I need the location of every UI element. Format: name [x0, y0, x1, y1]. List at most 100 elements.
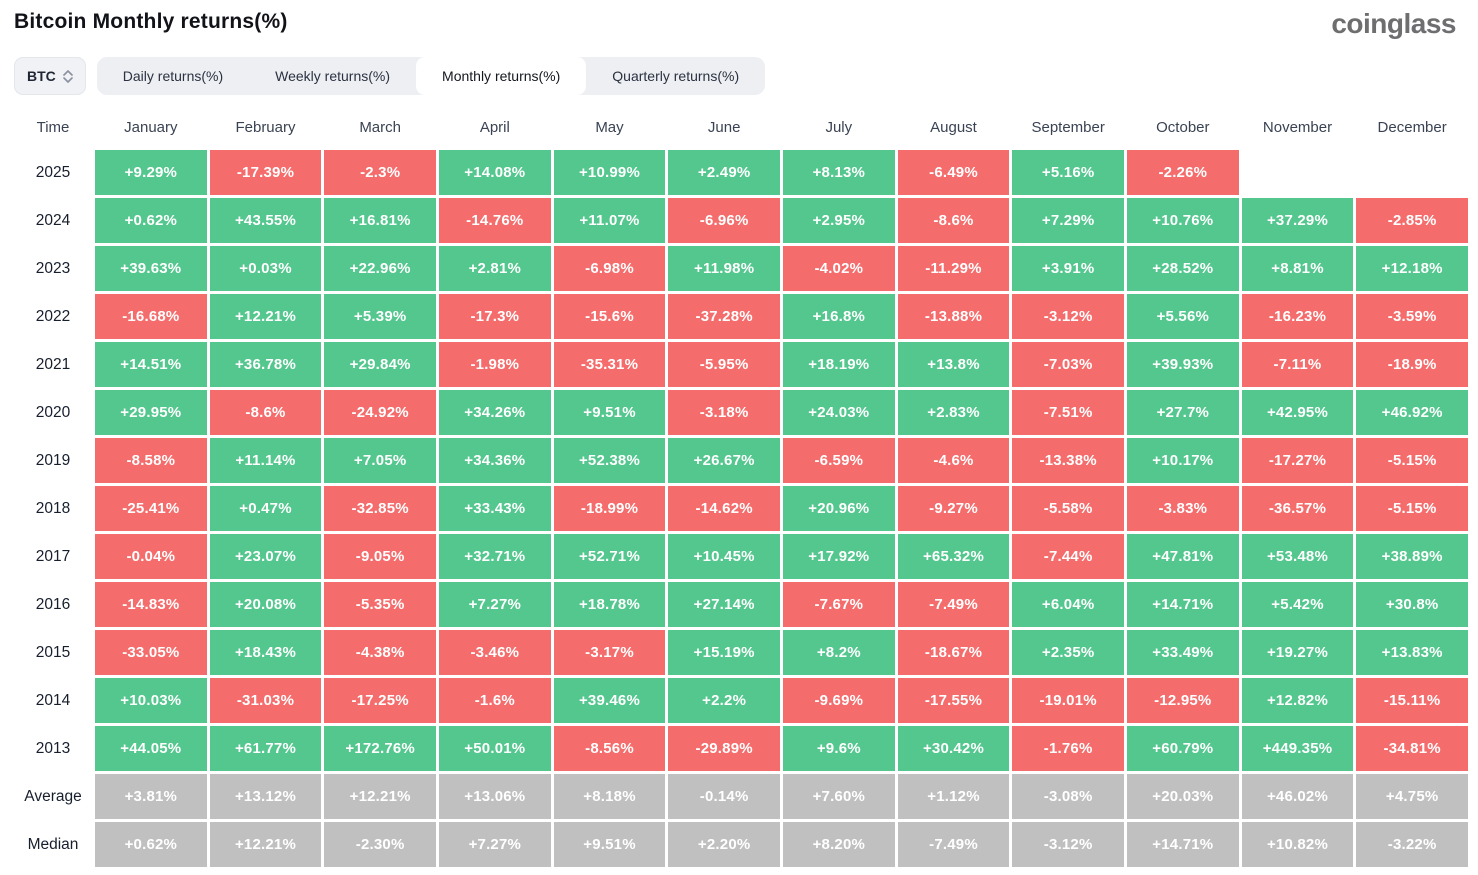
page-title: Bitcoin Monthly returns(%)	[14, 10, 288, 33]
return-cell: +20.03%	[1126, 774, 1239, 819]
row-label: 2025	[35, 163, 71, 181]
return-cell: -32.85%	[324, 486, 436, 531]
return-cell: +2.35%	[1012, 630, 1124, 675]
return-cell: +10.03%	[95, 678, 207, 723]
return-cell: +10.76%	[1126, 198, 1239, 243]
tab-daily-returns[interactable]: Daily returns(%)	[97, 57, 249, 95]
return-cell: -7.67%	[782, 582, 895, 627]
return-cell: -0.04%	[95, 534, 207, 579]
top-bar: Bitcoin Monthly returns(%) coinglass	[14, 8, 1468, 40]
return-cell: -2.85%	[1356, 198, 1468, 243]
row-label: 2021	[35, 355, 71, 373]
return-cell: -5.58%	[1012, 486, 1124, 531]
return-cell: +33.43%	[438, 486, 551, 531]
return-cell: +11.98%	[668, 246, 780, 291]
return-cell: +39.93%	[1126, 342, 1239, 387]
return-cell: +39.46%	[553, 678, 666, 723]
return-cell: -6.49%	[897, 150, 1010, 195]
return-cell: +10.99%	[553, 150, 666, 195]
return-cell: +42.95%	[1241, 390, 1354, 435]
return-cell: -4.6%	[897, 438, 1010, 483]
return-cell: +8.81%	[1241, 246, 1354, 291]
return-cell: -8.58%	[95, 438, 207, 483]
return-cell: +46.02%	[1241, 774, 1354, 819]
month-header: December	[1377, 118, 1447, 136]
return-cell: +10.82%	[1241, 822, 1354, 867]
return-cell: -5.35%	[324, 582, 436, 627]
return-cell: +3.81%	[95, 774, 207, 819]
return-cell: +12.21%	[209, 294, 322, 339]
tab-weekly-returns[interactable]: Weekly returns(%)	[249, 57, 416, 95]
return-cell: -3.12%	[1012, 294, 1124, 339]
return-cell: +7.60%	[782, 774, 895, 819]
return-cell: +8.18%	[553, 774, 666, 819]
return-cell: +34.26%	[438, 390, 551, 435]
return-cell: +15.19%	[668, 630, 780, 675]
return-cell: -4.02%	[782, 246, 895, 291]
return-cell: +14.71%	[1126, 822, 1239, 867]
return-cell: +13.8%	[897, 342, 1010, 387]
return-cell: +10.17%	[1126, 438, 1239, 483]
return-cell: +29.84%	[324, 342, 436, 387]
return-cell: +18.78%	[553, 582, 666, 627]
return-cell: -5.15%	[1356, 438, 1468, 483]
symbol-selector[interactable]: BTC	[14, 57, 86, 95]
return-cell: -35.31%	[553, 342, 666, 387]
return-cell: +12.21%	[209, 822, 322, 867]
return-cell: +8.13%	[782, 150, 895, 195]
return-cell: -7.03%	[1012, 342, 1124, 387]
row-label: 2023	[35, 259, 71, 277]
return-cell: +14.08%	[438, 150, 551, 195]
return-cell: -37.28%	[668, 294, 780, 339]
return-cell: +61.77%	[209, 726, 322, 771]
return-cell: +2.20%	[668, 822, 780, 867]
return-cell: +9.6%	[782, 726, 895, 771]
return-cell: +0.62%	[95, 198, 207, 243]
return-cell: -17.25%	[324, 678, 436, 723]
return-cell: +172.76%	[324, 726, 436, 771]
month-header: June	[707, 118, 741, 136]
return-cell: -18.99%	[553, 486, 666, 531]
return-cell: -19.01%	[1012, 678, 1124, 723]
return-cell: -8.6%	[209, 390, 322, 435]
return-cell: +12.18%	[1356, 246, 1468, 291]
return-cell: +11.07%	[553, 198, 666, 243]
return-cell: +16.8%	[782, 294, 895, 339]
return-cell: +0.03%	[209, 246, 322, 291]
row-label: 2024	[35, 211, 71, 229]
return-cell: -4.38%	[324, 630, 436, 675]
return-cell: +6.04%	[1012, 582, 1124, 627]
return-cell: +18.43%	[209, 630, 322, 675]
return-cell: +24.03%	[782, 390, 895, 435]
returns-tab-group: Daily returns(%) Weekly returns(%) Month…	[96, 57, 766, 95]
return-cell: -3.59%	[1356, 294, 1468, 339]
return-cell: -33.05%	[95, 630, 207, 675]
return-cell: +0.47%	[209, 486, 322, 531]
return-cell: +27.14%	[668, 582, 780, 627]
tab-quarterly-returns[interactable]: Quarterly returns(%)	[586, 57, 765, 95]
return-cell: -14.62%	[668, 486, 780, 531]
return-cell: +11.14%	[209, 438, 322, 483]
return-cell: -3.17%	[553, 630, 666, 675]
return-cell: -31.03%	[209, 678, 322, 723]
coinglass-logo[interactable]: coinglass	[1331, 8, 1456, 39]
month-header: November	[1262, 118, 1333, 136]
return-cell: +14.51%	[95, 342, 207, 387]
return-cell: +44.05%	[95, 726, 207, 771]
return-cell: +13.12%	[209, 774, 322, 819]
tab-monthly-returns[interactable]: Monthly returns(%)	[416, 57, 587, 95]
return-cell: +22.96%	[324, 246, 436, 291]
return-cell: -24.92%	[324, 390, 436, 435]
return-cell: +0.62%	[95, 822, 207, 867]
return-cell: -5.95%	[668, 342, 780, 387]
empty-cell	[1356, 150, 1468, 195]
return-cell: -17.39%	[209, 150, 322, 195]
return-cell: -12.95%	[1126, 678, 1239, 723]
return-cell: -1.6%	[438, 678, 551, 723]
return-cell: +16.81%	[324, 198, 436, 243]
return-cell: -3.18%	[668, 390, 780, 435]
month-header: March	[359, 118, 401, 136]
return-cell: +12.21%	[324, 774, 436, 819]
return-cell: -2.26%	[1126, 150, 1239, 195]
